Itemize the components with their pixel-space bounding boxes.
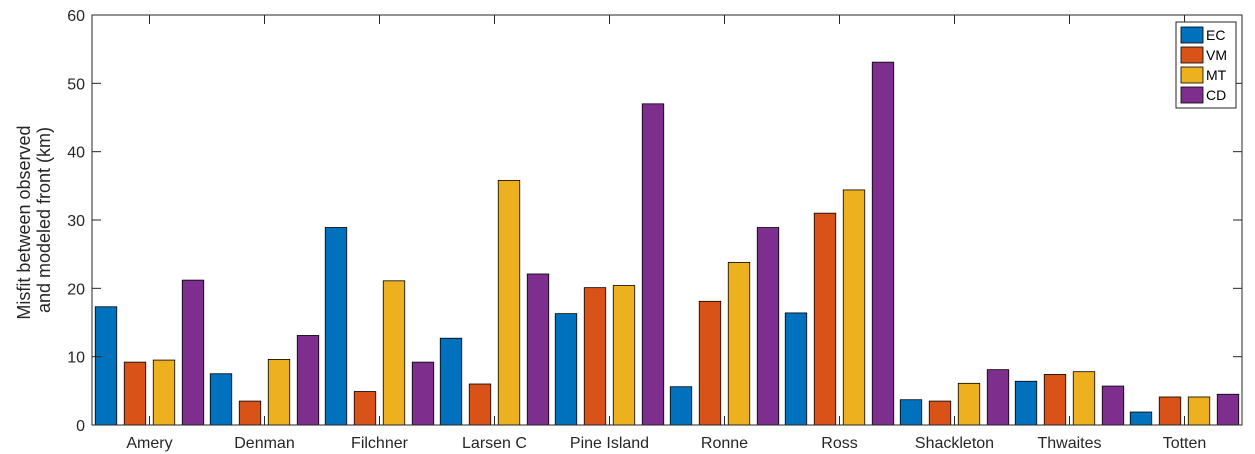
legend-label-mt: MT [1206, 67, 1227, 83]
bar-vm-denman [238, 400, 262, 426]
bar-vm-shackleton [928, 400, 952, 426]
bar-vm-ronne [698, 300, 722, 426]
bar-ec-filchner [324, 227, 348, 426]
bar-mt-pine-island [612, 285, 636, 426]
y-axis-label: Misfit between observed and modeled fron… [14, 120, 54, 319]
bar-vm-larsen-c [468, 383, 492, 426]
bar-mt-thwaites [1072, 371, 1096, 426]
bar-ec-amery [94, 306, 118, 426]
bar-mt-ronne [727, 261, 751, 426]
legend-swatch-ec [1180, 26, 1204, 44]
y-tick-label: 0 [76, 418, 85, 435]
bar-vm-filchner [353, 391, 377, 426]
bar-cd-shackleton [986, 369, 1010, 426]
bar-ec-thwaites [1014, 380, 1038, 426]
legend-swatch-cd [1180, 86, 1204, 104]
bar-ec-ronne [669, 386, 693, 426]
bar-mt-totten [1187, 396, 1211, 426]
x-tick-label: Pine Island [570, 435, 649, 452]
y-axis-label-line-2: and modeled front (km) [34, 127, 54, 313]
x-tick-label: Totten [1163, 435, 1207, 452]
y-axis-label-line-1: Misfit between observed [14, 125, 34, 319]
axes-group: 0 10 20 30 40 50 60 Amery Denman Filchner Larsen C… [67, 8, 1243, 452]
bar-mt-amery [152, 359, 176, 426]
x-tick-label: Shackleton [915, 435, 994, 452]
bar-cd-ross [871, 61, 895, 426]
bar-vm-amery [123, 361, 147, 426]
bar-cd-thwaites [1101, 385, 1125, 426]
bar-mt-shackleton [957, 382, 981, 426]
legend-swatch-mt [1180, 66, 1204, 84]
legend-label-ec: EC [1206, 27, 1225, 43]
y-tick-label: 20 [67, 281, 85, 298]
y-tick-label: 10 [67, 350, 85, 367]
y-tick-label: 50 [67, 76, 85, 93]
bar-mt-filchner [382, 280, 406, 426]
x-tick-label: Ross [821, 435, 857, 452]
bar-vm-pine-island [583, 287, 607, 426]
x-tick-label: Larsen C [462, 435, 527, 452]
bar-cd-amery [181, 279, 205, 426]
x-tick-label: Thwaites [1037, 435, 1101, 452]
legend-label-cd: CD [1206, 87, 1226, 103]
bar-ec-totten [1129, 411, 1153, 426]
plot-area [92, 15, 1242, 425]
legend-label-vm: VM [1206, 47, 1227, 63]
legend: EC VM MT CD [1175, 21, 1237, 109]
y-tick-label: 30 [67, 213, 85, 230]
x-tick-label: Denman [234, 435, 294, 452]
x-tick-label: Filchner [351, 435, 409, 452]
bar-cd-pine-island [641, 103, 665, 426]
x-tick-label: Amery [126, 435, 172, 452]
bar-cd-totten [1216, 393, 1240, 426]
bar-mt-larsen-c [497, 179, 521, 426]
bar-mt-denman [267, 358, 291, 426]
x-tick-label: Ronne [701, 435, 748, 452]
legend-swatch-vm [1180, 46, 1204, 64]
bars-group [94, 61, 1240, 426]
bar-ec-denman [209, 373, 233, 426]
bar-vm-totten [1158, 396, 1182, 426]
bar-ec-pine-island [554, 313, 578, 426]
y-tick-label: 60 [67, 8, 85, 25]
bar-cd-filchner [411, 361, 435, 426]
bar-ec-larsen-c [439, 337, 463, 426]
bar-cd-larsen-c [526, 273, 550, 426]
bar-ec-shackleton [899, 399, 923, 426]
bar-vm-thwaites [1043, 374, 1067, 426]
bar-cd-denman [296, 335, 320, 426]
bar-vm-ross [813, 212, 837, 426]
bar-mt-ross [842, 189, 866, 426]
bar-cd-ronne [756, 227, 780, 426]
y-tick-label: 40 [67, 145, 85, 162]
bar-ec-ross [784, 312, 808, 426]
